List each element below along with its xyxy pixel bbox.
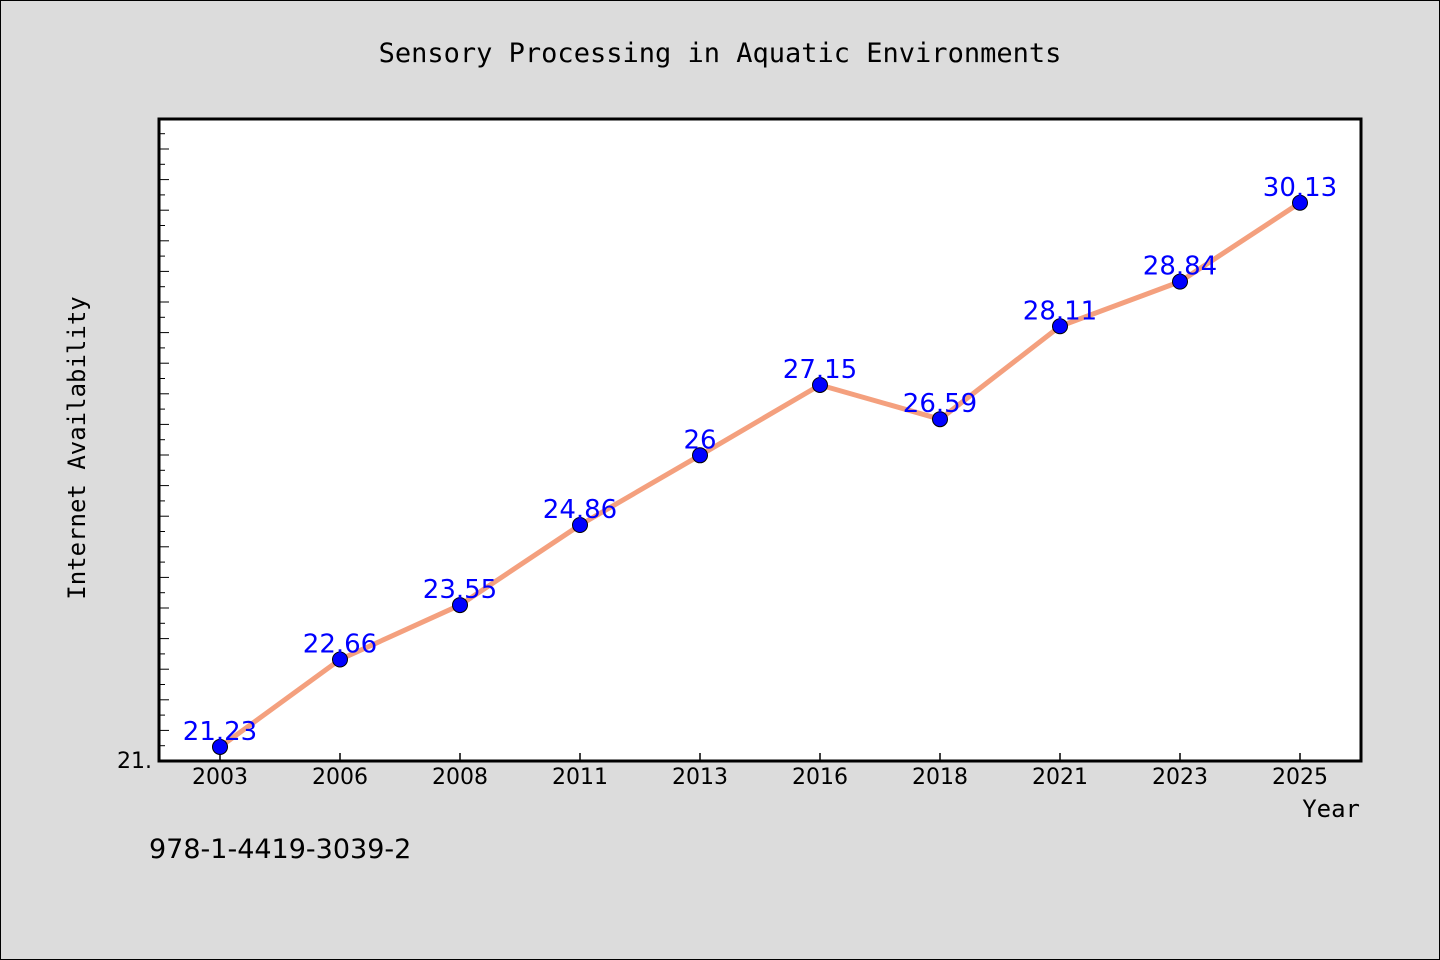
y-axis-ticks — [159, 133, 169, 762]
data-point — [692, 447, 708, 464]
x-tick-label: 2008 — [432, 765, 488, 790]
y-tick-label: 21. — [117, 749, 152, 774]
x-axis-label: Year — [1302, 795, 1360, 823]
data-label: 23.55 — [423, 575, 497, 605]
x-tick-label: 2023 — [1152, 765, 1208, 790]
data-label: 28.11 — [1023, 296, 1097, 326]
x-axis-ticks: 2003 2006 2008 2011 2013 2016 2018 2021 2023 2025 — [192, 753, 1328, 790]
x-tick-label: 2025 — [1272, 765, 1328, 790]
x-tick-label: 2016 — [792, 765, 848, 790]
data-label: 27.15 — [783, 355, 857, 385]
x-tick-label: 2003 — [192, 765, 248, 790]
series-markers — [212, 194, 1308, 755]
data-point — [572, 516, 588, 533]
data-point — [1172, 273, 1188, 290]
data-label: 22.66 — [303, 630, 377, 660]
data-label: 21.23 — [183, 717, 257, 747]
y-axis-label: Internet Availability — [63, 296, 91, 599]
series-line — [218, 200, 1302, 749]
x-tick-label: 2018 — [912, 765, 968, 790]
data-point — [1052, 318, 1068, 335]
data-point — [1292, 194, 1308, 211]
data-label: 24.86 — [543, 495, 617, 525]
data-point — [212, 738, 228, 755]
data-label: 26 — [683, 425, 716, 455]
x-tick-label: 2006 — [312, 765, 368, 790]
data-point — [812, 376, 828, 393]
x-tick-label: 2013 — [672, 765, 728, 790]
plot-area — [157, 117, 1363, 763]
x-tick-label: 2021 — [1032, 765, 1088, 790]
data-labels: 21.23 22.66 23.55 24.86 26 27.15 26.59 28.11 28.… — [183, 173, 1337, 747]
data-point — [332, 651, 348, 668]
isbn-text: 978-1-4419-3039-2 — [149, 834, 412, 865]
x-tick-label: 2011 — [552, 765, 608, 790]
chart-title: Sensory Processing in Aquatic Environmen… — [379, 38, 1062, 69]
data-label: 26.59 — [903, 389, 977, 419]
data-label: 28.84 — [1143, 252, 1217, 282]
data-label: 30.13 — [1263, 173, 1337, 203]
data-point — [932, 411, 948, 428]
data-point — [452, 597, 468, 614]
